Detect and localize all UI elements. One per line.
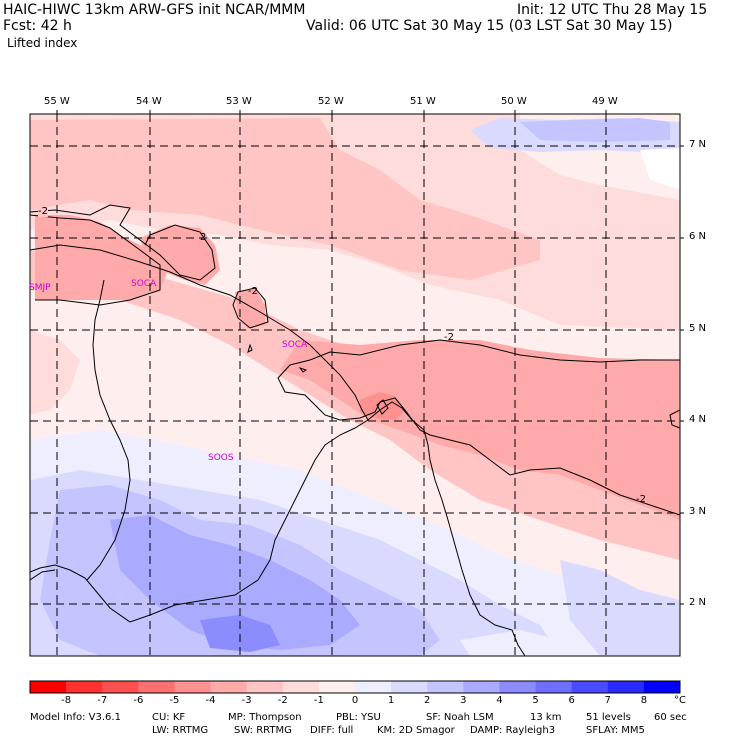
footer-timestep: 60 sec <box>654 712 687 723</box>
footer-sw: SW: RRTMG <box>234 725 292 736</box>
footer-diff: DIFF: full <box>310 725 354 736</box>
colorbar-tick-label: 7 <box>604 695 611 706</box>
footer-cu: CU: KF <box>152 712 186 723</box>
contour-label: -2 <box>636 494 646 505</box>
graticule <box>30 114 680 656</box>
lat-label: 6 N <box>689 231 707 242</box>
init-time: Init: 12 UTC Thu 28 May 15 <box>517 2 708 18</box>
contour-label: 2 <box>200 232 207 243</box>
colorbar-tick-label: 2 <box>424 695 431 706</box>
footer-lw: LW: RRTMG <box>152 725 209 736</box>
lon-label: 52 W <box>318 96 344 107</box>
colorbar-cell <box>643 681 681 693</box>
lat-label: 3 N <box>689 506 707 517</box>
edge-ticks <box>56 110 684 605</box>
contours <box>30 204 680 516</box>
colorbar-tick-label: -6 <box>133 695 144 706</box>
forecast-hour: Fcst: 42 h <box>3 18 72 34</box>
colorbar-tick-label: 1 <box>387 695 395 706</box>
colorbar-tick-label: -8 <box>61 695 72 706</box>
lon-label: 55 W <box>44 96 70 107</box>
colorbar-tick-label: -1 <box>313 695 324 706</box>
colorbar-tick-label: 6 <box>568 695 575 706</box>
station-label: SOOS <box>208 453 234 463</box>
colorbar-cell <box>210 681 247 693</box>
footer-resolution: 13 km <box>530 712 562 723</box>
colorbar-tick-label: 5 <box>532 695 539 706</box>
colorbar-cell <box>174 681 211 693</box>
lon-label: 51 W <box>410 96 436 107</box>
footer-km: KM: 2D Smagor <box>377 725 455 736</box>
footer-sflay: SFLAY: MM5 <box>586 725 645 736</box>
colorbar-cells <box>29 680 681 694</box>
colorbar-cell <box>571 681 609 693</box>
model-title: HAIC-HIWC 13km ARW-GFS init NCAR/MMM <box>3 2 306 18</box>
footer-sf: SF: Noah LSM <box>426 712 494 723</box>
colorbar-cell <box>427 681 464 693</box>
lon-label: 49 W <box>592 96 618 107</box>
colorbar-tick-label: -7 <box>97 695 108 706</box>
colorbar-tick-label: 4 <box>496 695 503 706</box>
coastline-borders <box>30 244 526 656</box>
station-label: SOCA <box>131 279 157 289</box>
colorbar-tick-label: -5 <box>169 695 180 706</box>
colorbar-cell <box>30 681 67 693</box>
colorbar-cell <box>355 681 392 693</box>
lon-label: 53 W <box>226 96 252 107</box>
station-label: SMJP <box>29 283 51 293</box>
colorbar-tick-label: -2 <box>277 695 288 706</box>
colorbar-cell <box>391 681 428 693</box>
footer-pbl: PBL: YSU <box>336 712 381 723</box>
colorbar-tick-label: 8 <box>640 695 648 706</box>
lat-label: 2 N <box>689 597 707 608</box>
colorbar-cell <box>318 681 356 693</box>
contour-label: -2 <box>248 286 258 297</box>
colorbar-cell <box>499 681 536 693</box>
colorbar-cell <box>282 681 320 693</box>
lat-label: 4 N <box>689 414 707 425</box>
colorbar-tick-label: 3 <box>460 695 467 706</box>
colorbar-tick-label: -4 <box>205 695 216 706</box>
shaded-field <box>30 114 680 656</box>
footer-levels: 51 levels <box>586 712 631 723</box>
colorbar-tick-label: -3 <box>241 695 252 706</box>
footer-mp: MP: Thompson <box>228 712 302 723</box>
map-frame <box>29 113 681 657</box>
footer-damp: DAMP: Rayleigh3 <box>470 725 556 736</box>
colorbar-cell <box>535 681 572 693</box>
colorbar-cell <box>463 681 500 693</box>
colorbar-cell <box>607 681 645 693</box>
lon-label: 50 W <box>501 96 527 107</box>
colorbar-cell <box>66 681 103 693</box>
field-name: Lifted index <box>7 36 78 50</box>
valid-time: Valid: 06 UTC Sat 30 May 15 (03 LST Sat … <box>306 18 673 34</box>
colorbar-tick-label: 0 <box>351 695 359 706</box>
contour-label: -2 <box>444 332 454 343</box>
lat-label: 5 N <box>689 323 707 334</box>
lat-label: 7 N <box>689 139 707 150</box>
footer-model-info: Model Info: V3.6.1 <box>30 712 121 723</box>
station-label: SOCA <box>282 340 308 350</box>
contour-label: -2 <box>38 206 48 217</box>
colorbar-cell <box>246 681 284 693</box>
colorbar-cell <box>102 681 139 693</box>
lon-label: 54 W <box>136 96 162 107</box>
colorbar-cell <box>138 681 175 693</box>
colorbar-unit: °C <box>674 695 686 706</box>
